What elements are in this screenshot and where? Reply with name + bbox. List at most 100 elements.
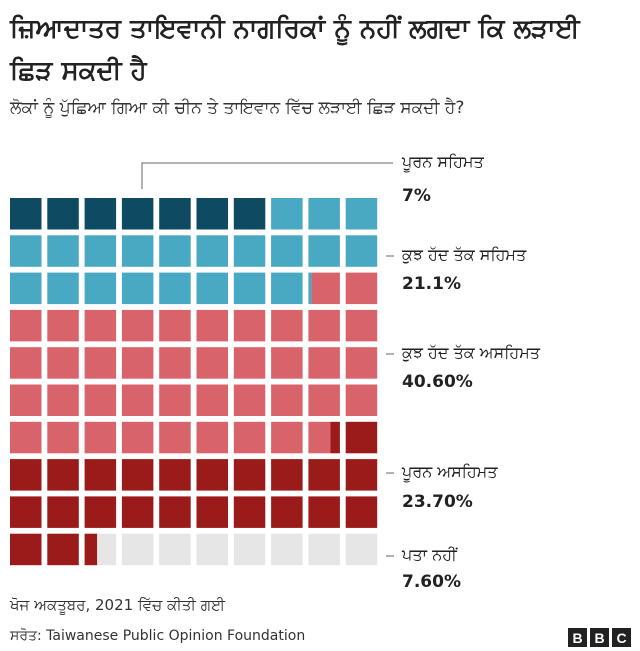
- waffle-cell: [196, 496, 228, 528]
- waffle-cell: [84, 459, 117, 491]
- waffle-cell: [10, 347, 42, 379]
- legend-value-somewhat-agree: 21.1%: [402, 274, 461, 294]
- waffle-cell: [121, 309, 154, 342]
- waffle-cell: [47, 421, 79, 454]
- waffle-cell: [196, 309, 228, 342]
- legend-label-strongly-agree: ਪੂਰਨ ਸਹਿਮਤ: [402, 152, 484, 171]
- legend-value-dont-know: 7.60%: [402, 572, 461, 592]
- waffle-cell: [196, 533, 228, 566]
- waffle-cell: [196, 235, 228, 267]
- waffle-cell: [308, 198, 340, 230]
- waffle-cell: [196, 272, 228, 305]
- waffle-cell: [308, 235, 340, 267]
- waffle-cell: [345, 533, 378, 566]
- waffle-cell: [345, 309, 378, 342]
- waffle-cell: [308, 347, 340, 379]
- waffle-cell: [84, 235, 117, 267]
- waffle-cell: [10, 272, 42, 305]
- waffle-cell: [345, 198, 378, 230]
- bbc-logo: B B C: [568, 628, 631, 647]
- waffle-cell: [196, 198, 228, 230]
- waffle-cell: [159, 272, 191, 305]
- waffle-cell: [121, 384, 154, 416]
- chart-subtitle: ਲੋਕਾਂ ਨੂੰ ਪੁੱਛਿਆ ਗਿਆ ਕੀ ਚੀਨ ਤੇ ਤਾਇਵਾਨ ਵਿ…: [10, 98, 465, 118]
- legend-label-somewhat-agree: ਕੁਝ ਹੱਦ ਤੱਕ ਸਹਿਮਤ: [402, 245, 527, 264]
- waffle-cell: [159, 384, 191, 416]
- waffle-cell: [308, 309, 340, 342]
- legend-value-strongly-disagree: 23.70%: [402, 492, 473, 512]
- waffle-cell: [271, 347, 303, 379]
- waffle-cell: [271, 235, 303, 267]
- waffle-cell: [233, 309, 266, 342]
- waffle-cell: [308, 459, 340, 491]
- waffle-cell: [233, 496, 266, 528]
- legend-value-somewhat-disagree: 40.60%: [402, 372, 473, 392]
- waffle-cell: [47, 459, 79, 491]
- waffle-cell: [345, 496, 378, 528]
- waffle-cell: [271, 496, 303, 528]
- waffle-cell: [121, 533, 154, 566]
- waffle-cell: [159, 198, 191, 230]
- waffle-cell: [308, 533, 340, 566]
- waffle-cell: [121, 421, 154, 454]
- waffle-cell: [233, 347, 266, 379]
- waffle-cell: [159, 309, 191, 342]
- waffle-cell: [84, 421, 117, 454]
- waffle-cell: [121, 198, 154, 230]
- waffle-cell: [10, 384, 42, 416]
- waffle-cell: [233, 421, 266, 454]
- waffle-cell: [271, 421, 303, 454]
- waffle-cell: [345, 272, 378, 305]
- chart-title: ਜ਼ਿਆਦਾਤਰ ਤਾਇਵਾਨੀ ਨਾਗਰਿਕਾਂ ਨੂੰ ਨਹੀਂ ਲਗਦਾ …: [10, 14, 580, 86]
- waffle-cell: [233, 235, 266, 267]
- waffle-cell: [308, 272, 312, 305]
- waffle-cell: [97, 533, 117, 566]
- waffle-cell: [84, 533, 98, 566]
- waffle-cell: [10, 533, 42, 566]
- waffle-cell: [10, 198, 42, 230]
- legend-pointer-line: [141, 162, 393, 189]
- waffle-cell: [271, 309, 303, 342]
- logo-letter: B: [568, 628, 587, 647]
- legend-label-strongly-disagree: ਪੂਰਨ ਅਸਹਿਮਤ: [402, 462, 498, 481]
- waffle-cell: [47, 496, 79, 528]
- waffle-cell: [196, 347, 228, 379]
- waffle-cell: [47, 384, 79, 416]
- waffle-cell: [84, 198, 117, 230]
- waffle-cell: [345, 421, 378, 454]
- waffle-cell: [47, 309, 79, 342]
- waffle-cell: [159, 459, 191, 491]
- waffle-cell: [271, 384, 303, 416]
- logo-letter: C: [612, 628, 631, 647]
- waffle-cell: [345, 347, 378, 379]
- legend-label-somewhat-disagree: ਕੁਝ ਹੱਦ ਤੱਕ ਅਸਹਿਮਤ: [402, 343, 540, 362]
- waffle-cell: [233, 272, 266, 305]
- waffle-cell: [308, 421, 331, 454]
- waffle-cell: [271, 459, 303, 491]
- waffle-cell: [330, 421, 340, 454]
- source-credit: ਸਰੋਤ: Taiwanese Public Opinion Foundatio…: [10, 628, 306, 644]
- waffle-cell: [121, 235, 154, 267]
- waffle-cell: [311, 272, 340, 305]
- waffle-cell: [159, 235, 191, 267]
- waffle-cell: [159, 347, 191, 379]
- waffle-cell: [47, 347, 79, 379]
- waffle-cell: [84, 309, 117, 342]
- waffle-cell: [84, 384, 117, 416]
- waffle-cell: [196, 384, 228, 416]
- waffle-cell: [233, 459, 266, 491]
- waffle-cell: [308, 384, 340, 416]
- waffle-cell: [84, 347, 117, 379]
- waffle-cell: [233, 533, 266, 566]
- waffle-cell: [47, 235, 79, 267]
- waffle-cell: [84, 496, 117, 528]
- legend-label-dont-know: ਪਤਾ ਨਹੀਂ: [402, 545, 457, 564]
- waffle-cell: [196, 421, 228, 454]
- waffle-cell: [345, 459, 378, 491]
- waffle-cell: [271, 272, 303, 305]
- waffle-cell: [159, 533, 191, 566]
- waffle-cell: [308, 496, 340, 528]
- waffle-cell: [47, 198, 79, 230]
- waffle-cell: [10, 235, 42, 267]
- waffle-cell: [10, 459, 42, 491]
